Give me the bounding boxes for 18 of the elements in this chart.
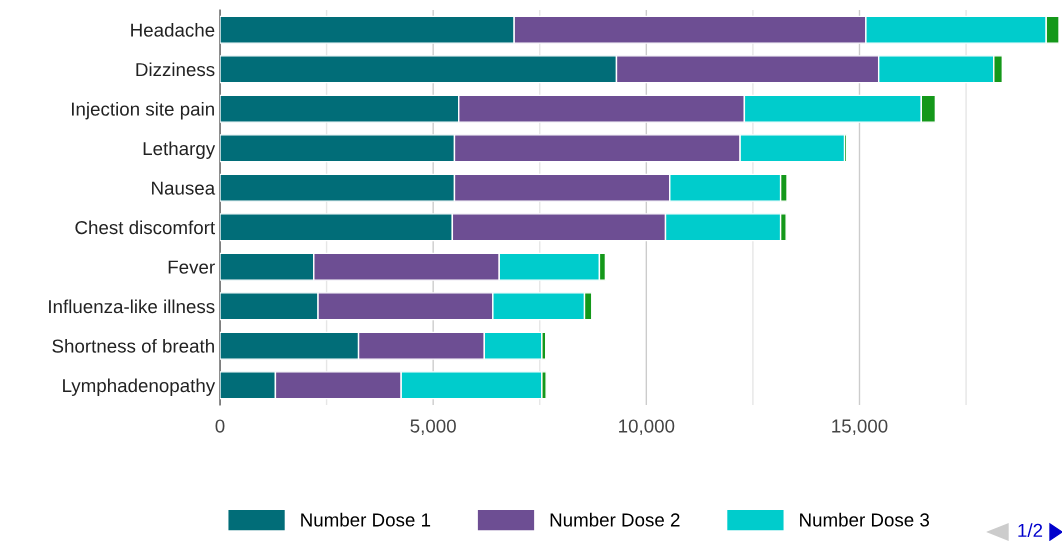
y-tick-label: Dizziness — [136, 62, 215, 77]
y-tick-label: Headache — [131, 22, 215, 37]
y-tick-label: Nausea — [152, 181, 216, 195]
y-tick-label: Lymphadenopathy — [63, 378, 216, 396]
y-tick-label: Fever — [168, 260, 215, 274]
text: 1/2 — [1018, 523, 1043, 538]
legend-label: Number Dose 1 — [301, 512, 431, 527]
y-tick-label: Injection site pain — [72, 101, 214, 120]
x-tick-label: 5,000 — [410, 419, 456, 435]
y-tick-label: Chest discomfort — [75, 220, 216, 235]
y-tick-label: Lethargy — [143, 141, 216, 159]
x-tick-label: 0 — [215, 419, 225, 433]
legend-label: Number Dose 2 — [550, 512, 680, 527]
legend-label: Number Dose 3 — [800, 512, 930, 527]
y-tick-label: Shortness of breath — [52, 338, 214, 353]
x-tick-label: 10,000 — [619, 419, 675, 435]
x-tick-label: 15,000 — [832, 419, 888, 435]
y-tick-label: Influenza-like illness — [49, 299, 215, 314]
